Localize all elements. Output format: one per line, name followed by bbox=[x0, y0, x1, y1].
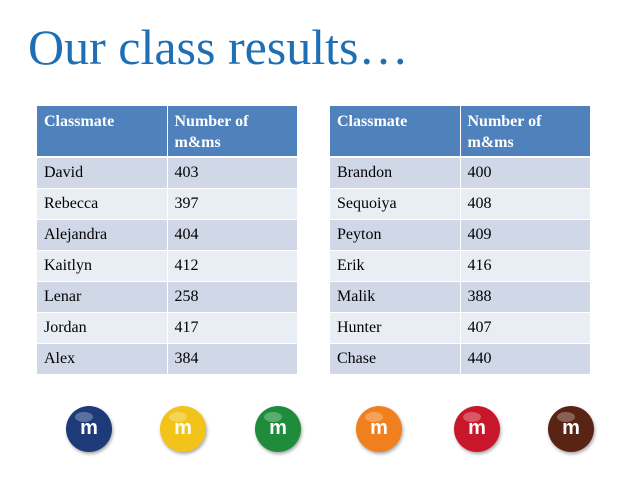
mm-count: 403 bbox=[167, 157, 297, 189]
classmate-name: Erik bbox=[330, 250, 461, 282]
brown-mm-candy-icon: m bbox=[548, 406, 594, 452]
mm-count: 409 bbox=[460, 219, 590, 251]
candy-m-label: m bbox=[174, 416, 192, 439]
classmate-name: Malik bbox=[330, 281, 461, 313]
orange-mm-candy-icon: m bbox=[356, 406, 402, 452]
classmate-name: Kaitlyn bbox=[37, 250, 168, 282]
mm-count: 407 bbox=[460, 312, 590, 344]
green-mm-candy-icon: m bbox=[255, 406, 301, 452]
classmate-name: David bbox=[37, 157, 168, 189]
mm-count: 258 bbox=[167, 281, 297, 313]
candy-m-label: m bbox=[468, 416, 486, 439]
table-row: Jordan 417 bbox=[37, 312, 297, 344]
table-row: Alex 384 bbox=[37, 343, 297, 375]
table-header-row: Classmate Number of m&ms bbox=[37, 106, 297, 158]
table-row: Malik 388 bbox=[330, 281, 590, 313]
mm-count: 408 bbox=[460, 188, 590, 220]
page-title: Our class results… bbox=[28, 19, 409, 75]
classmate-name: Hunter bbox=[330, 312, 461, 344]
table-row: Sequoiya 408 bbox=[330, 188, 590, 220]
mm-count: 400 bbox=[460, 157, 590, 189]
table-row: Chase 440 bbox=[330, 343, 590, 375]
header-classmate: Classmate bbox=[37, 106, 168, 158]
yellow-mm-candy-icon: m bbox=[160, 406, 206, 452]
table-row: Alejandra 404 bbox=[37, 219, 297, 251]
table-row: Rebecca 397 bbox=[37, 188, 297, 220]
blue-mm-candy-icon: m bbox=[66, 406, 112, 452]
header-number-of-mms: Number of m&ms bbox=[460, 106, 590, 158]
results-table-right: Classmate Number of m&ms Brandon 400 Seq… bbox=[330, 106, 590, 375]
classmate-name: Jordan bbox=[37, 312, 168, 344]
red-mm-candy-icon: m bbox=[454, 406, 500, 452]
table-row: Brandon 400 bbox=[330, 157, 590, 189]
mm-count: 384 bbox=[167, 343, 297, 375]
header-classmate: Classmate bbox=[330, 106, 461, 158]
classmate-name: Brandon bbox=[330, 157, 461, 189]
mm-count: 417 bbox=[167, 312, 297, 344]
table-header-row: Classmate Number of m&ms bbox=[330, 106, 590, 158]
classmate-name: Alex bbox=[37, 343, 168, 375]
mm-count: 388 bbox=[460, 281, 590, 313]
classmate-name: Chase bbox=[330, 343, 461, 375]
table-row: Peyton 409 bbox=[330, 219, 590, 251]
table-row: Erik 416 bbox=[330, 250, 590, 282]
mm-count: 440 bbox=[460, 343, 590, 375]
table-row: David 403 bbox=[37, 157, 297, 189]
classmate-name: Lenar bbox=[37, 281, 168, 313]
candy-m-label: m bbox=[562, 416, 580, 439]
results-table-left: Classmate Number of m&ms David 403 Rebec… bbox=[37, 106, 297, 375]
table-row: Lenar 258 bbox=[37, 281, 297, 313]
mm-count: 412 bbox=[167, 250, 297, 282]
classmate-name: Alejandra bbox=[37, 219, 168, 251]
table-row: Hunter 407 bbox=[330, 312, 590, 344]
header-number-of-mms: Number of m&ms bbox=[167, 106, 297, 158]
candy-m-label: m bbox=[80, 416, 98, 439]
table-row: Kaitlyn 412 bbox=[37, 250, 297, 282]
mm-count: 416 bbox=[460, 250, 590, 282]
classmate-name: Sequoiya bbox=[330, 188, 461, 220]
candy-m-label: m bbox=[269, 416, 287, 439]
classmate-name: Peyton bbox=[330, 219, 461, 251]
mm-count: 404 bbox=[167, 219, 297, 251]
candy-m-label: m bbox=[370, 416, 388, 439]
classmate-name: Rebecca bbox=[37, 188, 168, 220]
mm-count: 397 bbox=[167, 188, 297, 220]
